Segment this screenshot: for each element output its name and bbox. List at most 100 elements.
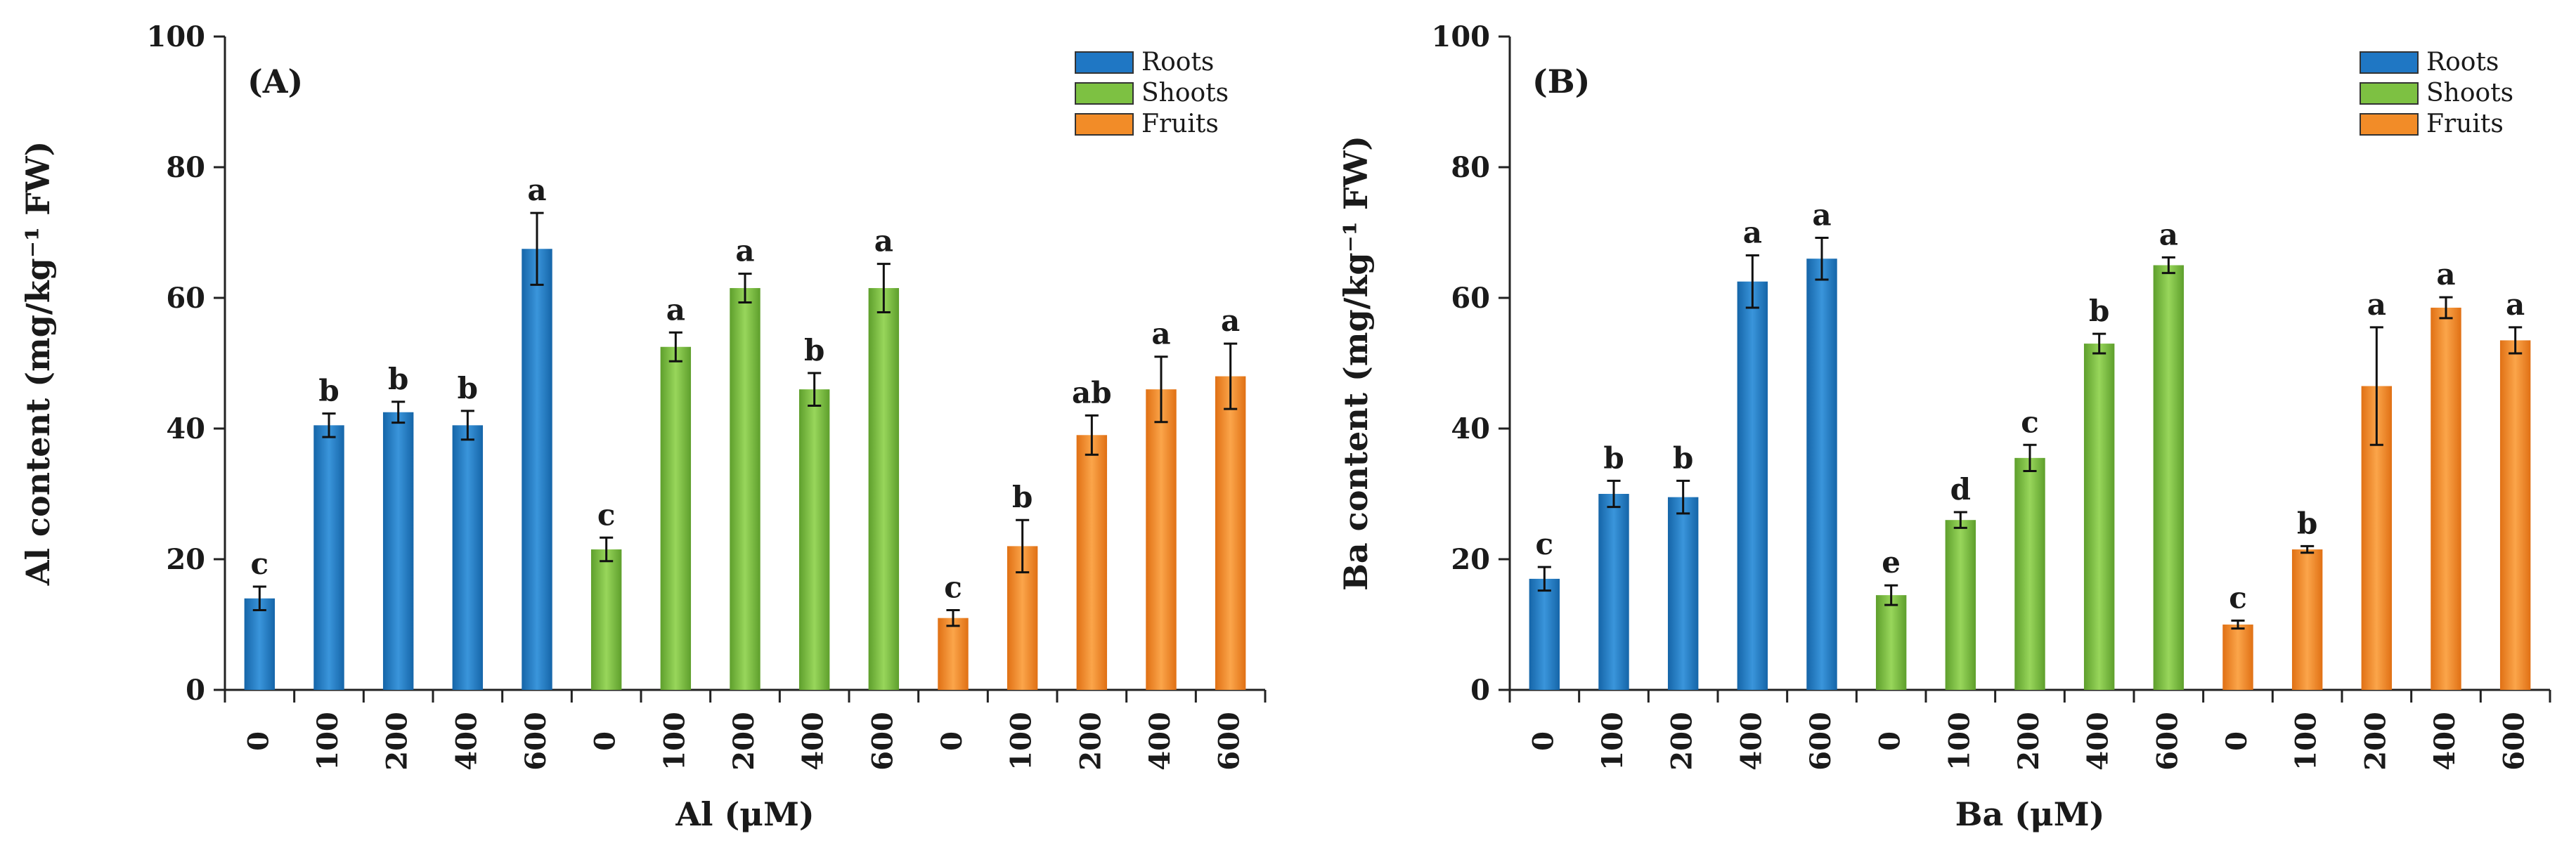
significance-letter: a xyxy=(1812,197,1831,232)
bar-roots xyxy=(522,249,552,690)
y-tick-label: 0 xyxy=(1470,674,1490,707)
bar-fruits xyxy=(2431,307,2461,690)
significance-letter: ab xyxy=(1072,375,1112,410)
x-tick-label: 100 xyxy=(658,712,691,771)
bar-shoots xyxy=(2014,457,2045,690)
significance-letter: c xyxy=(597,497,616,532)
significance-letter: a xyxy=(2159,217,2178,252)
significance-letter: b xyxy=(2297,506,2317,540)
x-tick-label: 400 xyxy=(1144,712,1177,771)
x-tick-label: 0 xyxy=(1874,731,1907,751)
bar-fruits xyxy=(1076,435,1108,690)
x-tick-label: 100 xyxy=(2290,712,2323,771)
bar-shoots xyxy=(2083,344,2115,690)
significance-letter: a xyxy=(527,173,546,207)
panel-b: 0 20 40 60 80 100 c 0 b 100 b 200 a 400 a 600 e 0 d 100 c 200… xyxy=(1337,20,2551,833)
x-tick-label: 600 xyxy=(2498,712,2531,771)
bar-roots xyxy=(313,425,344,690)
x-tick-label: 400 xyxy=(1735,712,1768,771)
bar-fruits xyxy=(1146,389,1177,690)
bar-shoots xyxy=(868,288,900,690)
legend-swatch-roots xyxy=(2360,51,2419,74)
y-tick-label: 60 xyxy=(166,282,205,315)
x-tick-label: 600 xyxy=(2151,712,2184,771)
x-axis-label: Ba (μM) xyxy=(1955,795,2105,833)
y-tick-label: 100 xyxy=(147,20,206,53)
significance-letter: b xyxy=(388,362,408,396)
bar-fruits xyxy=(2499,340,2531,690)
legend-label-fruits: Fruits xyxy=(2426,110,2504,138)
bar-roots xyxy=(452,425,484,690)
x-tick-label: 600 xyxy=(519,712,552,771)
significance-letter: c xyxy=(944,570,962,605)
x-tick-label: 600 xyxy=(866,712,899,771)
bar-roots xyxy=(1529,578,1560,690)
legend-swatch-shoots xyxy=(2360,82,2419,105)
x-tick-label: 100 xyxy=(1005,712,1038,771)
x-axis-label: Al (μM) xyxy=(675,795,814,833)
y-tick-label: 100 xyxy=(1432,20,1491,53)
bar-roots xyxy=(244,598,276,690)
y-axis-label: Ba content (mg/kg⁻¹ FW) xyxy=(1337,136,1375,591)
legend-label-roots: Roots xyxy=(2426,48,2499,77)
significance-letter: a xyxy=(1221,303,1240,338)
bar-roots xyxy=(382,412,414,690)
significance-letter: a xyxy=(2367,287,2386,322)
x-tick-label: 100 xyxy=(1596,712,1629,771)
bar-roots xyxy=(1598,494,1629,690)
significance-letter: e xyxy=(1882,545,1901,580)
legend-swatch-fruits xyxy=(2360,113,2419,136)
significance-letter: c xyxy=(2229,580,2247,615)
legend-swatch-roots xyxy=(1075,51,1134,74)
x-tick-label: 200 xyxy=(1666,712,1699,771)
bar-shoots xyxy=(798,389,830,690)
legend-label-shoots: Shoots xyxy=(2426,79,2513,107)
x-tick-label: 200 xyxy=(727,712,760,771)
panel-a: 0 20 40 60 80 100 c 0 b 100 b 200 b 400 a 600 c 0 a 100 a 200… xyxy=(19,20,1267,833)
x-tick-label: 600 xyxy=(1804,712,1837,771)
y-tick-label: 20 xyxy=(1451,543,1490,576)
legend-swatch-fruits xyxy=(1075,113,1134,136)
x-tick-label: 200 xyxy=(2359,712,2392,771)
x-tick-label: 600 xyxy=(1213,712,1246,771)
y-tick-label: 80 xyxy=(1451,151,1490,184)
y-tick-label: 60 xyxy=(1451,282,1490,315)
significance-letter: a xyxy=(2436,257,2455,292)
bar-roots xyxy=(1737,281,1768,690)
significance-letter: b xyxy=(2089,294,2109,328)
bar-fruits xyxy=(938,618,969,690)
y-tick-label: 80 xyxy=(166,151,205,184)
y-axis-label: Al content (mg/kg⁻¹ FW) xyxy=(19,141,57,587)
significance-letter: c xyxy=(1536,527,1554,561)
bar-fruits xyxy=(1215,376,1246,690)
x-tick-label: 0 xyxy=(589,731,622,751)
x-tick-label: 100 xyxy=(1943,712,1976,771)
legend-label-shoots: Shoots xyxy=(1141,79,1229,107)
panel-label: (A) xyxy=(247,63,303,100)
x-tick-label: 400 xyxy=(797,712,830,771)
x-tick-label: 400 xyxy=(450,712,483,771)
significance-letter: b xyxy=(1012,480,1033,514)
significance-letter: a xyxy=(666,292,685,327)
y-tick-label: 20 xyxy=(166,543,205,576)
x-tick-label: 0 xyxy=(242,731,275,751)
x-tick-label: 400 xyxy=(2428,712,2461,771)
panel-label: (B) xyxy=(1532,63,1590,100)
bar-shoots xyxy=(2153,265,2185,690)
significance-letter: a xyxy=(874,224,893,259)
y-tick-label: 0 xyxy=(186,674,205,707)
legend-label-roots: Roots xyxy=(1141,48,1214,77)
significance-letter: b xyxy=(804,333,824,367)
x-tick-label: 200 xyxy=(381,712,414,771)
bar-shoots xyxy=(730,288,760,690)
legend-swatch-shoots xyxy=(1075,82,1134,105)
x-tick-label: 400 xyxy=(2082,712,2115,771)
significance-letter: b xyxy=(1673,440,1693,475)
significance-letter: a xyxy=(1743,216,1762,250)
significance-letter: b xyxy=(318,374,339,408)
x-tick-label: 200 xyxy=(1074,712,1107,771)
bar-shoots xyxy=(1875,595,1907,690)
significance-letter: b xyxy=(458,371,478,405)
x-tick-label: 0 xyxy=(1527,731,1560,751)
